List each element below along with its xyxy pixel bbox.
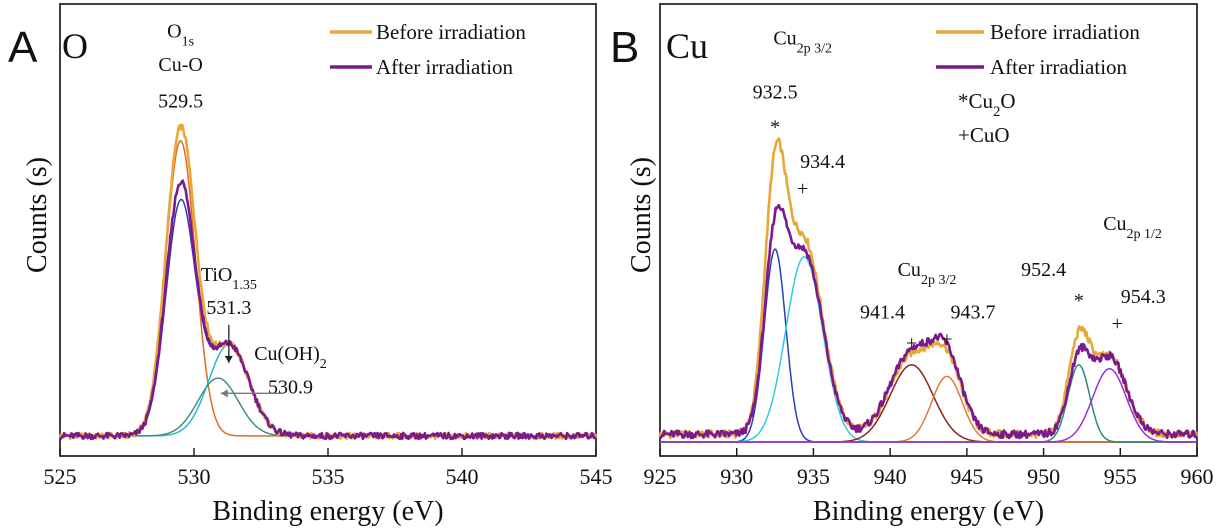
x-tick-label: 940 [874, 464, 907, 489]
peak-annotation: 954.3 [1121, 286, 1166, 308]
peak-annotation: Cu2p 3/2 [773, 28, 832, 57]
y-axis-label: Counts (s) [626, 157, 657, 273]
legend-entry-after-irradiation: After irradiation [376, 55, 514, 79]
panel-letter: B [610, 23, 639, 72]
panel-b-chart: 925 930 935 940 945 950 955 960 Binding energy (… [610, 3, 1214, 527]
peak-annotation: 952.4 [1021, 259, 1066, 281]
peak-marker: + [906, 332, 917, 354]
y-axis-label: Counts (s) [22, 157, 53, 273]
peak-annotation: Cu(OH)2 [254, 343, 327, 372]
x-tick-label: 935 [797, 464, 830, 489]
legend-note: *Cu2O [958, 89, 1016, 120]
x-axis-label: Binding energy (eV) [813, 496, 1044, 527]
peak-marker: * [1074, 290, 1084, 312]
peak-annotation: Cu2p 3/2 [898, 259, 957, 288]
legend-entry-after-irradiation: After irradiation [990, 55, 1128, 79]
x-tick-label: 945 [950, 464, 983, 489]
peak-annotation: 941.4 [860, 302, 905, 324]
x-tick-label: 530 [178, 464, 211, 489]
x-tick-label: 545 [580, 464, 613, 489]
fit-curve-2 [60, 198, 596, 437]
series-before-irradiation [58, 123, 598, 441]
x-tick-label: 960 [1181, 464, 1214, 489]
panel-a-chart: 525 530 535 540 545 Binding energy (eV) Counts… [8, 3, 613, 527]
peak-marker: + [1112, 313, 1123, 335]
plot-frame [659, 3, 1198, 457]
x-tick-label: 955 [1104, 464, 1137, 489]
x-tick-label: 950 [1027, 464, 1060, 489]
peak-annotation: 529.5 [158, 90, 203, 112]
legend-note: +CuO [958, 123, 1010, 147]
peak-annotation: 531.3 [206, 297, 251, 319]
series-after-irradiation [659, 203, 1198, 440]
x-axis-label: Binding energy (eV) [212, 496, 443, 527]
series-after-irradiation [59, 179, 597, 441]
peak-annotation: 943.7 [950, 302, 995, 324]
series-before-irradiation [658, 137, 1199, 440]
peak-marker: + [941, 329, 952, 351]
legend-entry-before-irradiation: Before irradiation [990, 20, 1140, 44]
x-tick-label: 925 [644, 464, 677, 489]
peak-annotation: 530.9 [268, 376, 313, 398]
peak-annotation: O1s [167, 20, 194, 49]
x-tick-label: 525 [44, 464, 77, 489]
legend-entry-before-irradiation: Before irradiation [376, 20, 526, 44]
element-label: O [62, 26, 88, 66]
peak-marker: + [797, 178, 808, 200]
peak-annotation: TiO1.35 [201, 264, 257, 293]
x-tick-label: 930 [720, 464, 753, 489]
panel-letter: A [8, 23, 38, 72]
fit-curve-7 [660, 367, 1197, 443]
peak-annotation: 932.5 [753, 82, 798, 104]
plot-frame [59, 3, 597, 457]
peak-annotation: Cu2p 1/2 [1103, 213, 1162, 242]
x-tick-label: 540 [446, 464, 479, 489]
element-label: Cu [666, 26, 708, 66]
arrow-head [220, 389, 228, 398]
peak-annotation: 934.4 [800, 151, 845, 173]
x-tick-label: 535 [312, 464, 345, 489]
fit-curve-3 [60, 140, 596, 437]
peak-annotation: Cu-O [158, 54, 202, 76]
arrow-head [224, 355, 233, 363]
fit-curve-4 [60, 343, 596, 437]
peak-marker: * [770, 116, 780, 138]
